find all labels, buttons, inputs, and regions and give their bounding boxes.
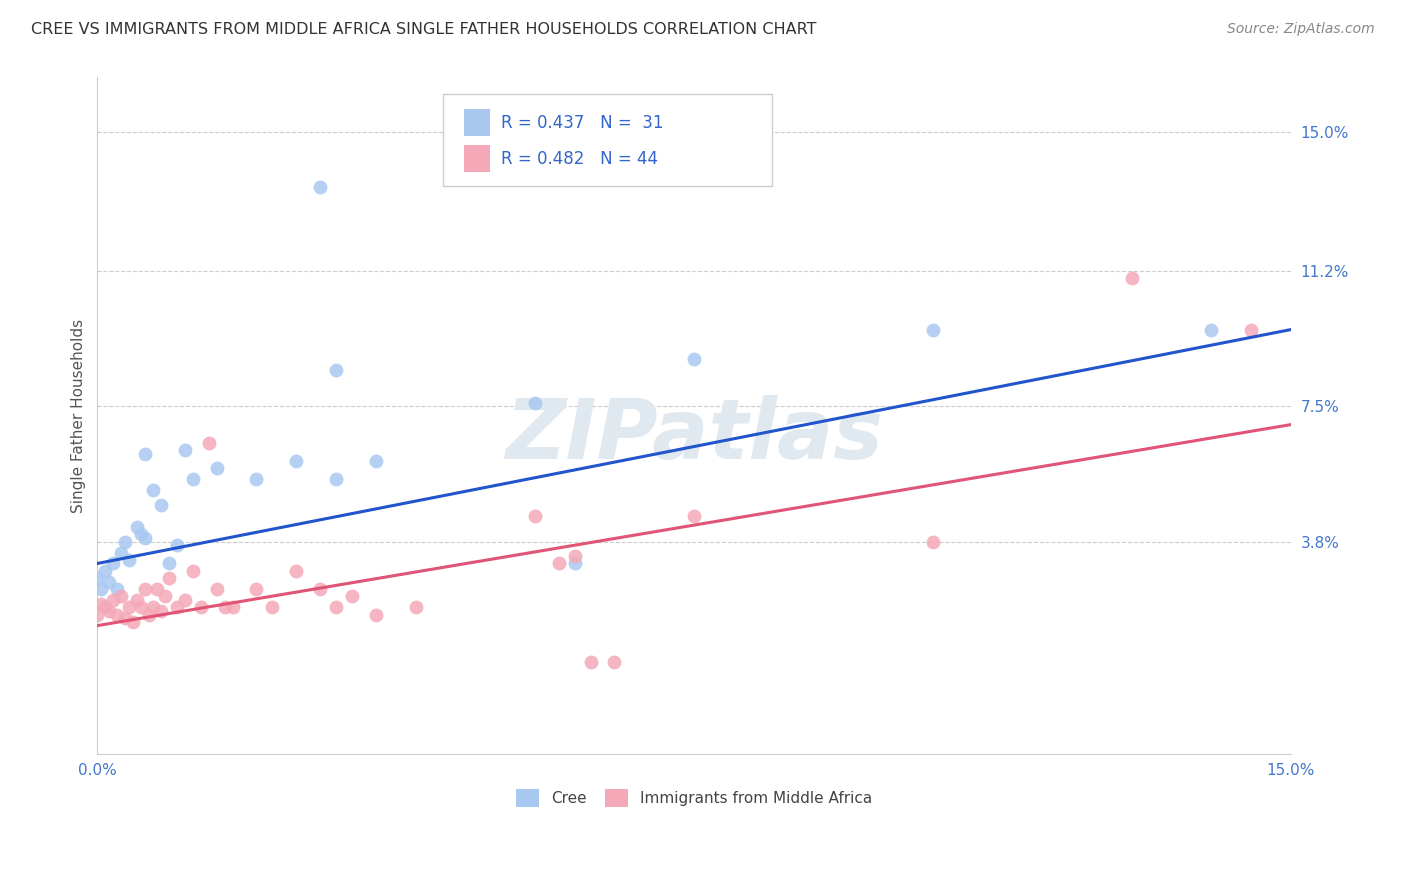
Point	[150, 498, 173, 512]
Point	[157, 571, 180, 585]
Point	[309, 582, 332, 596]
Point	[262, 600, 284, 615]
Point	[197, 436, 219, 450]
Point	[103, 557, 125, 571]
Legend: Cree, Immigrants from Middle Africa: Cree, Immigrants from Middle Africa	[510, 782, 879, 814]
Point	[325, 600, 347, 615]
Point	[325, 363, 347, 377]
Point	[134, 531, 156, 545]
Text: R = 0.437   N =  31: R = 0.437 N = 31	[501, 114, 664, 132]
Point	[181, 564, 204, 578]
Point	[285, 454, 308, 468]
Point	[105, 582, 128, 596]
Point	[129, 600, 152, 615]
Text: Source: ZipAtlas.com: Source: ZipAtlas.com	[1227, 22, 1375, 37]
Point	[683, 351, 706, 366]
Bar	[464, 109, 489, 136]
Point	[122, 615, 145, 629]
Point	[114, 534, 136, 549]
Point	[245, 472, 267, 486]
Point	[364, 607, 387, 622]
Text: ZIPatlas: ZIPatlas	[505, 395, 883, 476]
Point	[579, 655, 602, 669]
Point	[134, 582, 156, 596]
Point	[94, 600, 117, 615]
Point	[98, 604, 121, 618]
Point	[166, 538, 188, 552]
Point	[405, 600, 427, 615]
Point	[118, 600, 141, 615]
Point	[134, 447, 156, 461]
Point	[309, 180, 332, 194]
Point	[285, 564, 308, 578]
Point	[105, 607, 128, 622]
Point	[564, 549, 586, 564]
Text: R = 0.482   N = 44: R = 0.482 N = 44	[501, 150, 658, 168]
Point	[127, 593, 149, 607]
Y-axis label: Single Father Households: Single Father Households	[72, 318, 86, 513]
Point	[547, 557, 569, 571]
Point	[523, 395, 546, 409]
Point	[1121, 271, 1143, 285]
Point	[157, 557, 180, 571]
Point	[173, 593, 195, 607]
Point	[190, 600, 212, 615]
Point	[146, 582, 169, 596]
Point	[103, 593, 125, 607]
Point	[214, 600, 236, 615]
Point	[683, 508, 706, 523]
Point	[364, 454, 387, 468]
Point	[86, 571, 108, 585]
Point	[98, 574, 121, 589]
Point	[921, 534, 943, 549]
Point	[142, 483, 165, 498]
Point	[1199, 323, 1222, 337]
Point	[205, 582, 228, 596]
Point	[138, 607, 160, 622]
Point	[1240, 323, 1263, 337]
Point	[340, 590, 363, 604]
Point	[921, 323, 943, 337]
Point	[90, 582, 112, 596]
Bar	[464, 145, 489, 172]
Point	[110, 545, 132, 559]
Point	[142, 600, 165, 615]
Point	[129, 527, 152, 541]
Point	[110, 590, 132, 604]
Point	[523, 508, 546, 523]
Point	[150, 604, 173, 618]
Point	[325, 472, 347, 486]
Point	[127, 520, 149, 534]
Point	[166, 600, 188, 615]
Point	[114, 611, 136, 625]
Point	[245, 582, 267, 596]
Point	[90, 597, 112, 611]
Point	[603, 655, 626, 669]
Point	[86, 607, 108, 622]
Point	[153, 590, 176, 604]
Point	[205, 461, 228, 475]
Point	[181, 472, 204, 486]
Point	[173, 443, 195, 458]
Point	[221, 600, 243, 615]
FancyBboxPatch shape	[443, 95, 772, 186]
Point	[94, 564, 117, 578]
Text: CREE VS IMMIGRANTS FROM MIDDLE AFRICA SINGLE FATHER HOUSEHOLDS CORRELATION CHART: CREE VS IMMIGRANTS FROM MIDDLE AFRICA SI…	[31, 22, 817, 37]
Point	[564, 557, 586, 571]
Point	[118, 553, 141, 567]
